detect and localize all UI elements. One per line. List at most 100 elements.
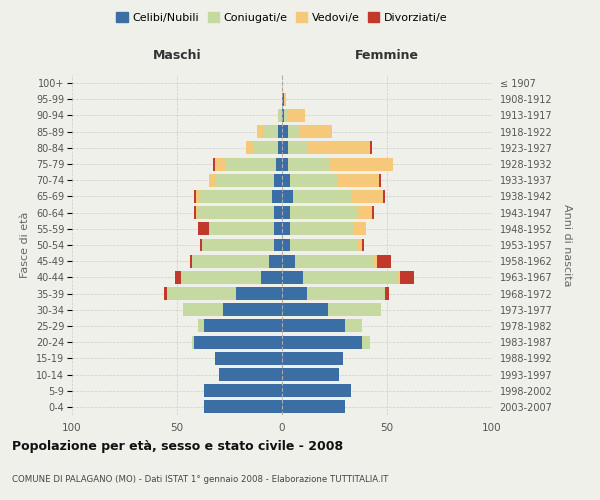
Bar: [198, 320, 204, 332]
Bar: [200, 190, 271, 203]
Bar: [278, 125, 282, 138]
Bar: [331, 158, 394, 170]
Bar: [282, 368, 338, 381]
Bar: [271, 190, 282, 203]
Bar: [219, 368, 282, 381]
Bar: [383, 190, 385, 203]
Bar: [358, 238, 362, 252]
Bar: [253, 142, 278, 154]
Bar: [282, 254, 295, 268]
Bar: [282, 287, 307, 300]
Bar: [269, 254, 282, 268]
Bar: [282, 142, 289, 154]
Bar: [223, 304, 282, 316]
Bar: [282, 93, 284, 106]
Bar: [282, 320, 345, 332]
Bar: [209, 174, 215, 186]
Bar: [282, 271, 303, 284]
Bar: [278, 142, 282, 154]
Y-axis label: Anni di nascita: Anni di nascita: [562, 204, 572, 286]
Bar: [226, 158, 276, 170]
Bar: [282, 238, 290, 252]
Bar: [289, 109, 305, 122]
Bar: [276, 158, 282, 170]
Bar: [385, 287, 389, 300]
Bar: [196, 190, 200, 203]
Bar: [282, 384, 351, 397]
Text: Femmine: Femmine: [355, 49, 419, 62]
Bar: [198, 206, 274, 219]
Bar: [374, 254, 377, 268]
Bar: [289, 142, 307, 154]
Bar: [282, 109, 284, 122]
Bar: [204, 400, 282, 413]
Bar: [282, 336, 362, 348]
Y-axis label: Fasce di età: Fasce di età: [20, 212, 31, 278]
Bar: [282, 304, 328, 316]
Bar: [400, 271, 414, 284]
Bar: [370, 142, 372, 154]
Bar: [284, 93, 286, 106]
Bar: [282, 206, 290, 219]
Bar: [196, 206, 198, 219]
Bar: [353, 222, 366, 235]
Bar: [194, 336, 282, 348]
Bar: [257, 125, 263, 138]
Bar: [278, 109, 282, 122]
Bar: [274, 206, 282, 219]
Bar: [398, 271, 400, 284]
Bar: [295, 254, 374, 268]
Bar: [246, 142, 253, 154]
Bar: [282, 190, 293, 203]
Bar: [290, 238, 358, 252]
Bar: [379, 174, 381, 186]
Bar: [299, 125, 332, 138]
Bar: [192, 254, 269, 268]
Bar: [307, 142, 370, 154]
Text: COMUNE DI PALAGANO (MO) - Dati ISTAT 1° gennaio 2008 - Elaborazione TUTTITALIA.I: COMUNE DI PALAGANO (MO) - Dati ISTAT 1° …: [12, 476, 388, 484]
Bar: [274, 238, 282, 252]
Bar: [282, 158, 289, 170]
Bar: [204, 384, 282, 397]
Bar: [303, 271, 398, 284]
Bar: [194, 206, 196, 219]
Bar: [209, 222, 274, 235]
Bar: [274, 222, 282, 235]
Bar: [261, 271, 282, 284]
Bar: [184, 304, 223, 316]
Bar: [351, 190, 383, 203]
Bar: [293, 190, 352, 203]
Bar: [167, 287, 236, 300]
Bar: [181, 271, 261, 284]
Bar: [358, 206, 372, 219]
Bar: [215, 174, 274, 186]
Bar: [194, 190, 196, 203]
Bar: [236, 287, 282, 300]
Bar: [282, 400, 345, 413]
Bar: [328, 304, 381, 316]
Bar: [175, 271, 181, 284]
Bar: [204, 320, 282, 332]
Bar: [282, 222, 290, 235]
Bar: [377, 254, 391, 268]
Bar: [345, 320, 362, 332]
Bar: [190, 254, 192, 268]
Bar: [290, 222, 353, 235]
Bar: [215, 352, 282, 365]
Bar: [282, 174, 290, 186]
Bar: [290, 174, 337, 186]
Text: Maschi: Maschi: [152, 49, 202, 62]
Bar: [282, 125, 289, 138]
Bar: [362, 336, 370, 348]
Legend: Celibi/Nubili, Coniugati/e, Vedovi/e, Divorziati/e: Celibi/Nubili, Coniugati/e, Vedovi/e, Di…: [112, 8, 452, 28]
Bar: [263, 125, 278, 138]
Bar: [372, 206, 374, 219]
Bar: [289, 158, 331, 170]
Bar: [164, 287, 167, 300]
Bar: [337, 174, 379, 186]
Text: Popolazione per età, sesso e stato civile - 2008: Popolazione per età, sesso e stato civil…: [12, 440, 343, 453]
Bar: [290, 206, 358, 219]
Bar: [200, 238, 202, 252]
Bar: [282, 352, 343, 365]
Bar: [362, 238, 364, 252]
